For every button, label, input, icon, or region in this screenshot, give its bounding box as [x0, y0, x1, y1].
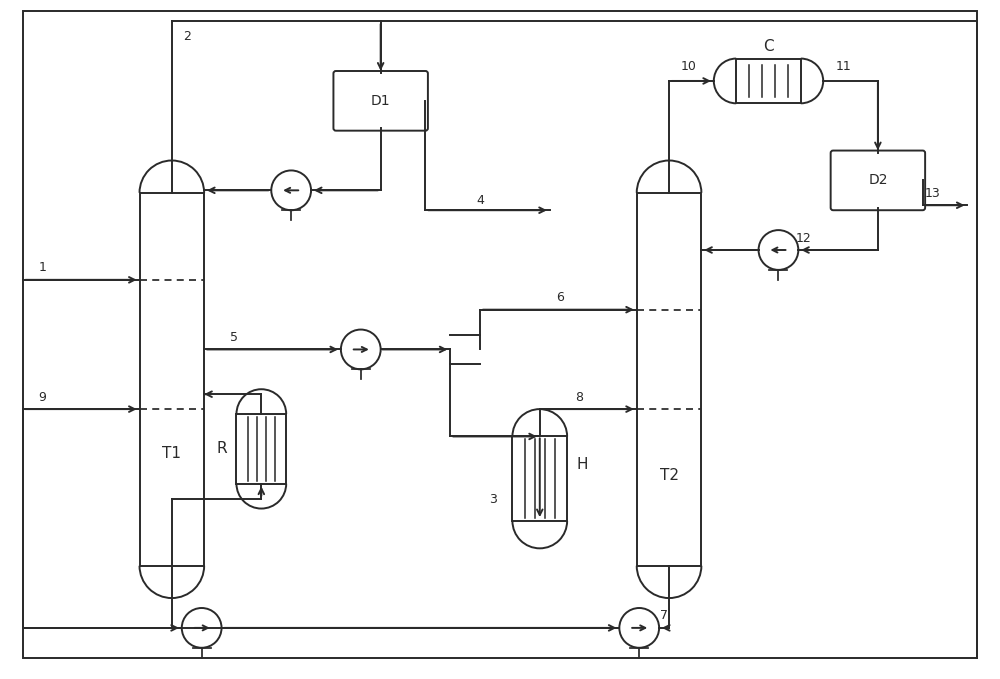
Text: D2: D2	[868, 173, 888, 187]
Text: 8: 8	[576, 390, 584, 404]
Bar	[637, 193, 701, 566]
Text: T2: T2	[660, 468, 679, 483]
Bar	[236, 414, 286, 483]
Text: C: C	[763, 39, 774, 54]
Text: 11: 11	[835, 60, 851, 73]
Text: D1: D1	[371, 94, 390, 108]
Text: H: H	[576, 457, 588, 473]
Text: 10: 10	[681, 60, 697, 73]
Text: 5: 5	[230, 331, 238, 344]
Text: 9: 9	[39, 390, 46, 404]
Text: 13: 13	[925, 187, 940, 200]
Text: 3: 3	[489, 493, 496, 506]
Text: 12: 12	[795, 232, 811, 244]
Text: 7: 7	[660, 610, 668, 623]
Text: T1: T1	[162, 446, 181, 461]
Text: 4: 4	[476, 194, 484, 207]
Bar	[512, 437, 567, 521]
Text: 6: 6	[556, 291, 564, 304]
Bar	[140, 193, 204, 566]
Bar	[736, 58, 801, 103]
Text: 1: 1	[39, 261, 46, 274]
Text: 2: 2	[183, 30, 191, 43]
Text: R: R	[216, 441, 227, 456]
